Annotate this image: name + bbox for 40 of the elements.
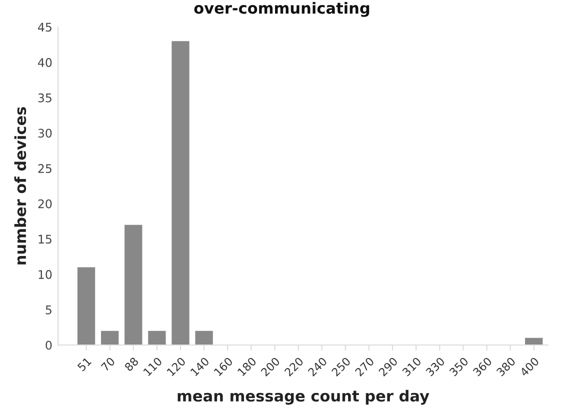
x-tick-label: 240 <box>308 356 328 377</box>
y-tick-label: 5 <box>46 306 52 314</box>
x-tick-label: 310 <box>402 356 422 377</box>
y-tick-label: 15 <box>38 234 52 244</box>
y-tick-label: 25 <box>38 164 52 173</box>
x-tick-label: 270 <box>354 356 375 377</box>
bar <box>525 338 543 345</box>
y-tick-label: 40 <box>38 58 52 67</box>
x-tick-label: 110 <box>142 356 162 376</box>
bar <box>148 330 166 345</box>
x-tick-label: 120 <box>166 356 186 376</box>
y-tick-label: 30 <box>38 128 52 138</box>
y-tick-label: 45 <box>38 22 52 32</box>
x-tick-label: 180 <box>237 356 257 376</box>
x-tick-label: 70 <box>100 356 116 372</box>
x-axis-title: mean message count per day <box>178 390 430 405</box>
bar <box>195 330 213 345</box>
x-tick-label: 400 <box>519 356 540 377</box>
y-tick-label: 20 <box>38 199 52 208</box>
bar <box>77 267 96 345</box>
x-tick-label: 290 <box>378 356 398 377</box>
bar <box>100 330 119 345</box>
x-tick-label: 88 <box>124 356 139 372</box>
x-tick-label: 51 <box>77 357 92 372</box>
x-tick-label: 140 <box>190 356 210 376</box>
y-tick-label: 0 <box>46 340 52 350</box>
bar <box>124 224 142 345</box>
x-tick-label: 350 <box>448 356 469 377</box>
x-tick-label: 250 <box>331 356 351 377</box>
x-tick-label: 380 <box>496 356 516 377</box>
y-tick-label: 35 <box>38 93 52 102</box>
y-tick-label: 10 <box>38 270 52 279</box>
bar <box>172 41 190 345</box>
x-tick-label: 200 <box>260 356 280 377</box>
x-tick-label: 330 <box>425 356 446 377</box>
x-tick-label: 220 <box>284 356 304 377</box>
chart-title: over-communicating <box>194 2 370 17</box>
x-tick-label: 360 <box>472 356 492 377</box>
x-tick-label: 160 <box>214 356 234 376</box>
y-axis-title: number of devices <box>14 107 26 264</box>
